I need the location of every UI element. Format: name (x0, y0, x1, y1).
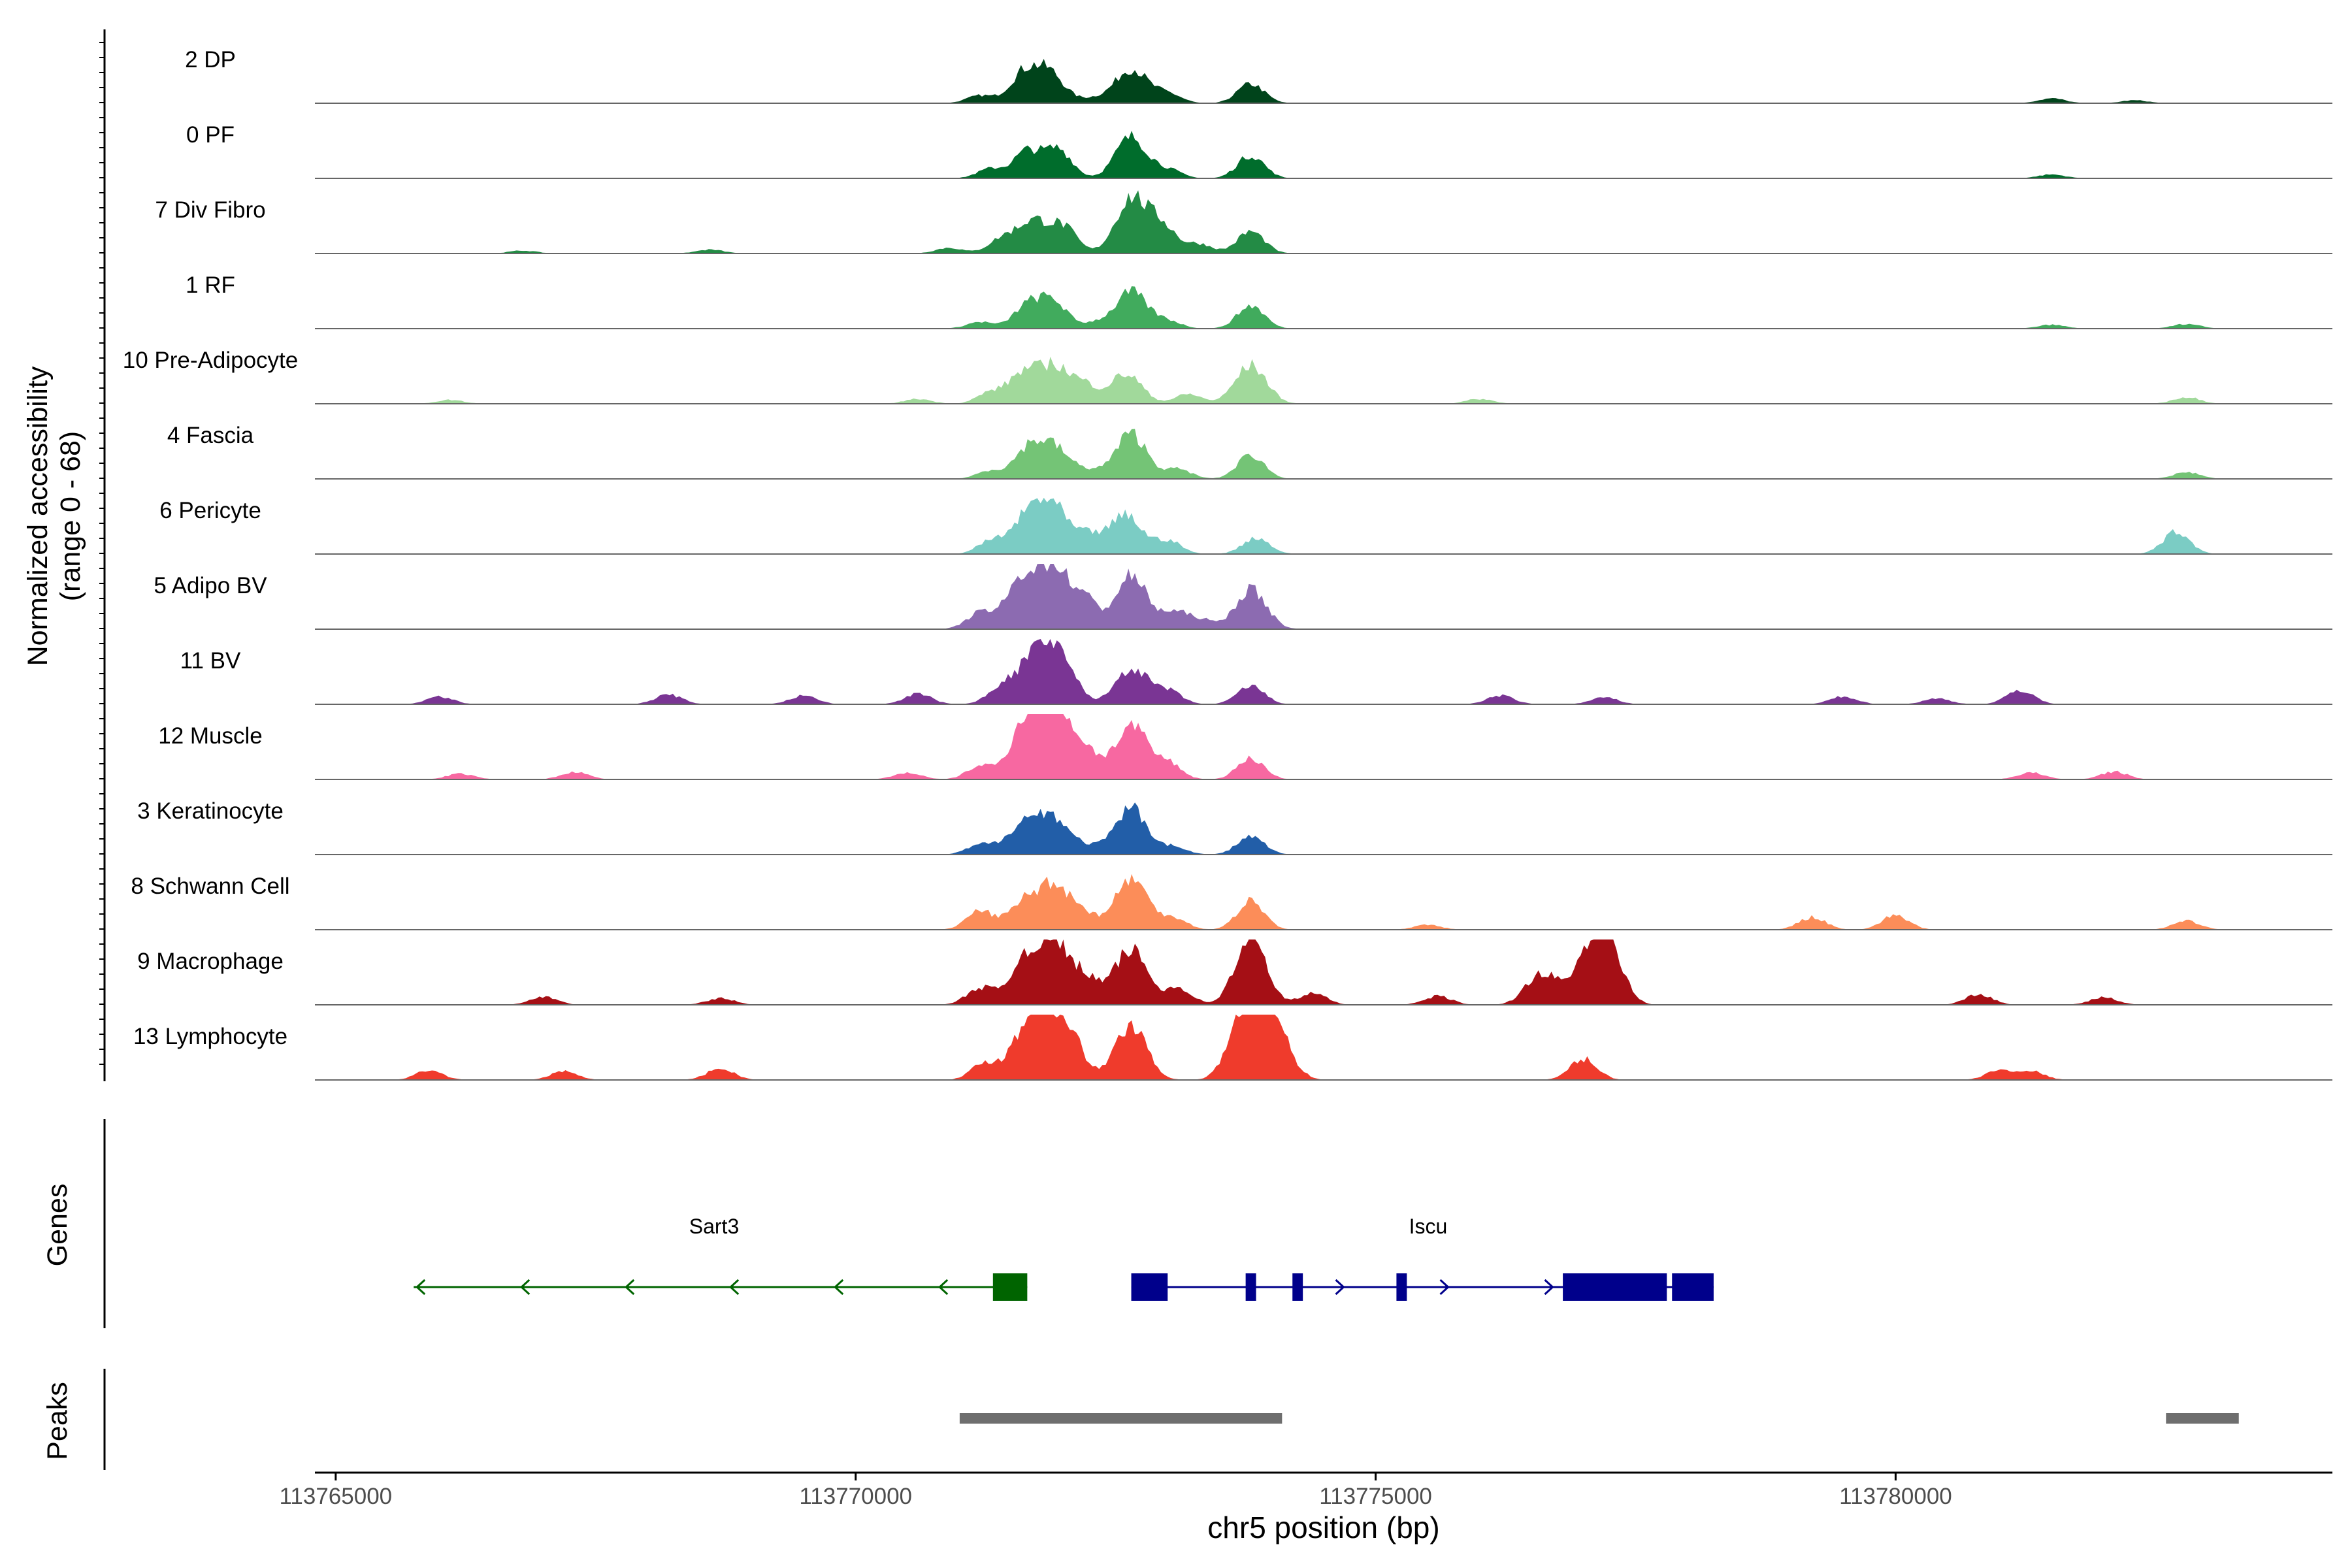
x-axis-ticks: 113765000 113770000 113775000 113780000 (280, 1473, 1952, 1509)
gene-exon (1245, 1273, 1256, 1301)
gene-exon (1396, 1273, 1407, 1301)
gene-exon (1672, 1273, 1714, 1301)
gene-exon (1292, 1273, 1303, 1301)
y-axis-label: Normalized accessibility (22, 366, 54, 666)
gene-models: Sart3 Iscu (414, 1215, 1714, 1301)
track-10-pre-adipocyte: 10 Pre-Adipocyte (123, 348, 2332, 404)
track-label: 2 DP (185, 47, 236, 73)
track-5-adipo-bv: 5 Adipo BV (154, 564, 2332, 630)
y-axis-range-label: (range 0 - 68) (55, 431, 86, 602)
gene-exon (992, 1273, 1028, 1301)
track-label: 4 Fascia (167, 423, 254, 448)
track-label: 12 Muscle (158, 723, 263, 749)
gene-label: Iscu (1409, 1215, 1448, 1238)
track-4-fascia: 4 Fascia (167, 423, 2332, 480)
track-7-div-fibro: 7 Div Fibro (155, 190, 2332, 254)
strand-arrow (415, 1279, 426, 1296)
strand-arrow (834, 1279, 844, 1296)
track-label: 9 Macrophage (137, 949, 284, 974)
x-tick-label: 113780000 (1839, 1484, 1952, 1509)
x-tick-label: 113770000 (799, 1484, 912, 1509)
strand-arrow (729, 1279, 740, 1296)
coverage-tracks: 2 DP 0 PF 7 Div Fibro 1 RF 10 Pre-Adipocyte 4… (123, 47, 2332, 1081)
gene-label: Sart3 (689, 1215, 739, 1238)
track-label: 6 Pericyte (159, 498, 261, 523)
peak-regions (959, 1413, 2239, 1424)
gene-exon (1563, 1273, 1667, 1301)
track-3-keratinocyte: 3 Keratinocyte (137, 798, 2332, 855)
track-label: 13 Lymphocyte (133, 1024, 287, 1049)
gene-iscu: Iscu (1131, 1215, 1714, 1301)
strand-arrow (519, 1279, 531, 1296)
track-label: 3 Keratinocyte (137, 798, 284, 824)
track-label: 11 BV (180, 648, 241, 674)
track-8-schwann-cell: 8 Schwann Cell (131, 874, 2332, 930)
track-label: 7 Div Fibro (155, 197, 265, 223)
track-1-rf: 1 RF (186, 272, 2332, 329)
strand-arrow (1335, 1279, 1345, 1296)
track-label: 8 Schwann Cell (131, 874, 289, 899)
strand-arrow (1439, 1279, 1450, 1296)
track-label: 5 Adipo BV (154, 573, 267, 598)
x-tick-label: 113775000 (1319, 1484, 1432, 1509)
track-12-muscle: 12 Muscle (158, 714, 2332, 780)
gene-exon (1131, 1273, 1168, 1301)
strand-arrow (624, 1279, 635, 1296)
track-label: 1 RF (186, 272, 235, 298)
track-13-lymphocyte: 13 Lymphocyte (133, 1015, 2332, 1081)
track-2-dp: 2 DP (185, 47, 2332, 104)
track-11-bv: 11 BV (180, 639, 2332, 705)
x-tick-label: 113765000 (280, 1484, 393, 1509)
peak-region-bar (2166, 1413, 2239, 1424)
peaks-track-label: Peaks (42, 1382, 73, 1460)
strand-arrow (1544, 1279, 1554, 1296)
coverage-y-ticks (99, 42, 105, 1065)
genes-track-label: Genes (42, 1184, 73, 1267)
track-0-pf: 0 PF (186, 122, 2332, 179)
track-6-pericyte: 6 Pericyte (159, 497, 2332, 555)
track-label: 0 PF (186, 122, 235, 148)
track-label: 10 Pre-Adipocyte (123, 348, 298, 373)
track-9-macrophage: 9 Macrophage (137, 939, 2332, 1005)
gene-sart3: Sart3 (414, 1215, 1028, 1301)
peak-region-bar (959, 1413, 1282, 1424)
x-axis-label: chr5 position (bp) (1207, 1511, 1439, 1544)
strand-arrow (938, 1279, 949, 1296)
